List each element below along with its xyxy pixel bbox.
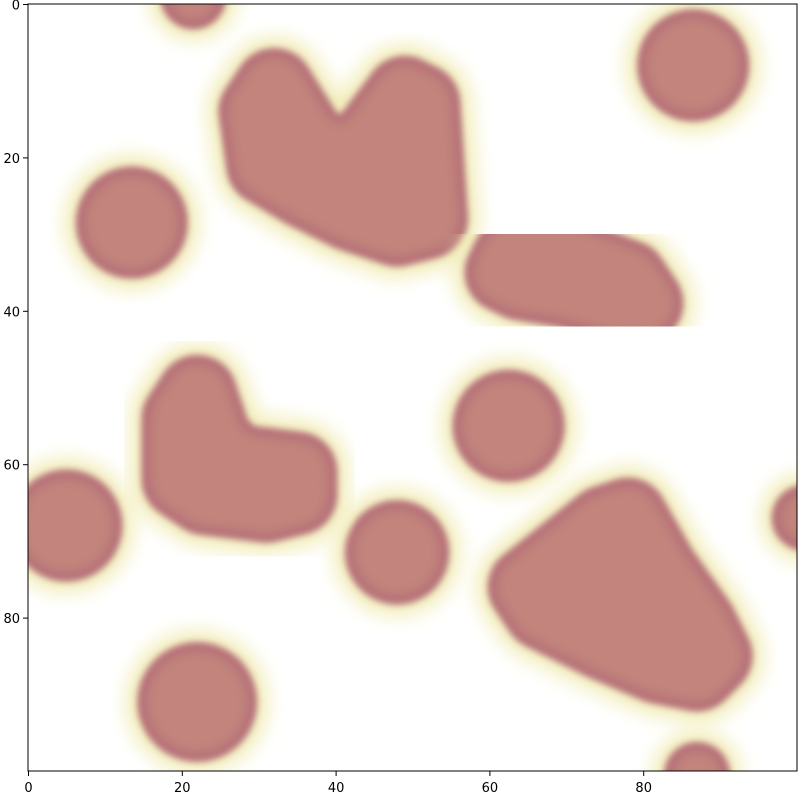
x-tick-label: 20 (174, 781, 191, 796)
blob-core (353, 508, 442, 597)
blob-core (645, 17, 742, 114)
heatmap-blob (206, 36, 480, 279)
heatmap-blob (475, 465, 765, 724)
heatmap-blob (625, 4, 761, 134)
blob-core (472, 225, 676, 336)
y-tick-label: 0 (12, 0, 20, 14)
heatmap-blob (63, 154, 200, 291)
blob-core (460, 378, 557, 474)
heatmap-blob (452, 205, 696, 356)
blob-core (149, 363, 330, 535)
heatmap-blob (28, 457, 135, 594)
blob-core (779, 494, 797, 542)
x-tick-label: 60 (482, 781, 499, 796)
x-tick-label: 0 (24, 781, 32, 796)
heatmap-blob (652, 730, 742, 771)
x-tick-label: 40 (328, 781, 345, 796)
heatmap-blob (125, 630, 269, 771)
blob-core (169, 4, 217, 22)
heatmap-blob (149, 4, 238, 42)
blob-core (145, 650, 249, 754)
blob-core (672, 750, 722, 771)
heatmap-blob (759, 473, 797, 562)
y-tick-label: 40 (3, 305, 20, 320)
blob-core (83, 174, 180, 271)
x-axis: 0 20 40 60 80 (24, 771, 652, 796)
blob-core (28, 477, 115, 574)
blob-core (495, 485, 745, 704)
y-tick-label: 80 (3, 612, 20, 627)
heatmap-blob (333, 488, 462, 617)
heatmap-blob (440, 358, 577, 494)
plot-frame (27, 3, 798, 772)
blob-core (226, 56, 460, 259)
y-axis: 0 20 40 60 80 (3, 0, 28, 627)
x-tick-label: 80 (635, 781, 652, 796)
heatmap-blob (129, 343, 350, 555)
y-tick-label: 60 (3, 459, 20, 474)
y-tick-label: 20 (3, 152, 20, 167)
